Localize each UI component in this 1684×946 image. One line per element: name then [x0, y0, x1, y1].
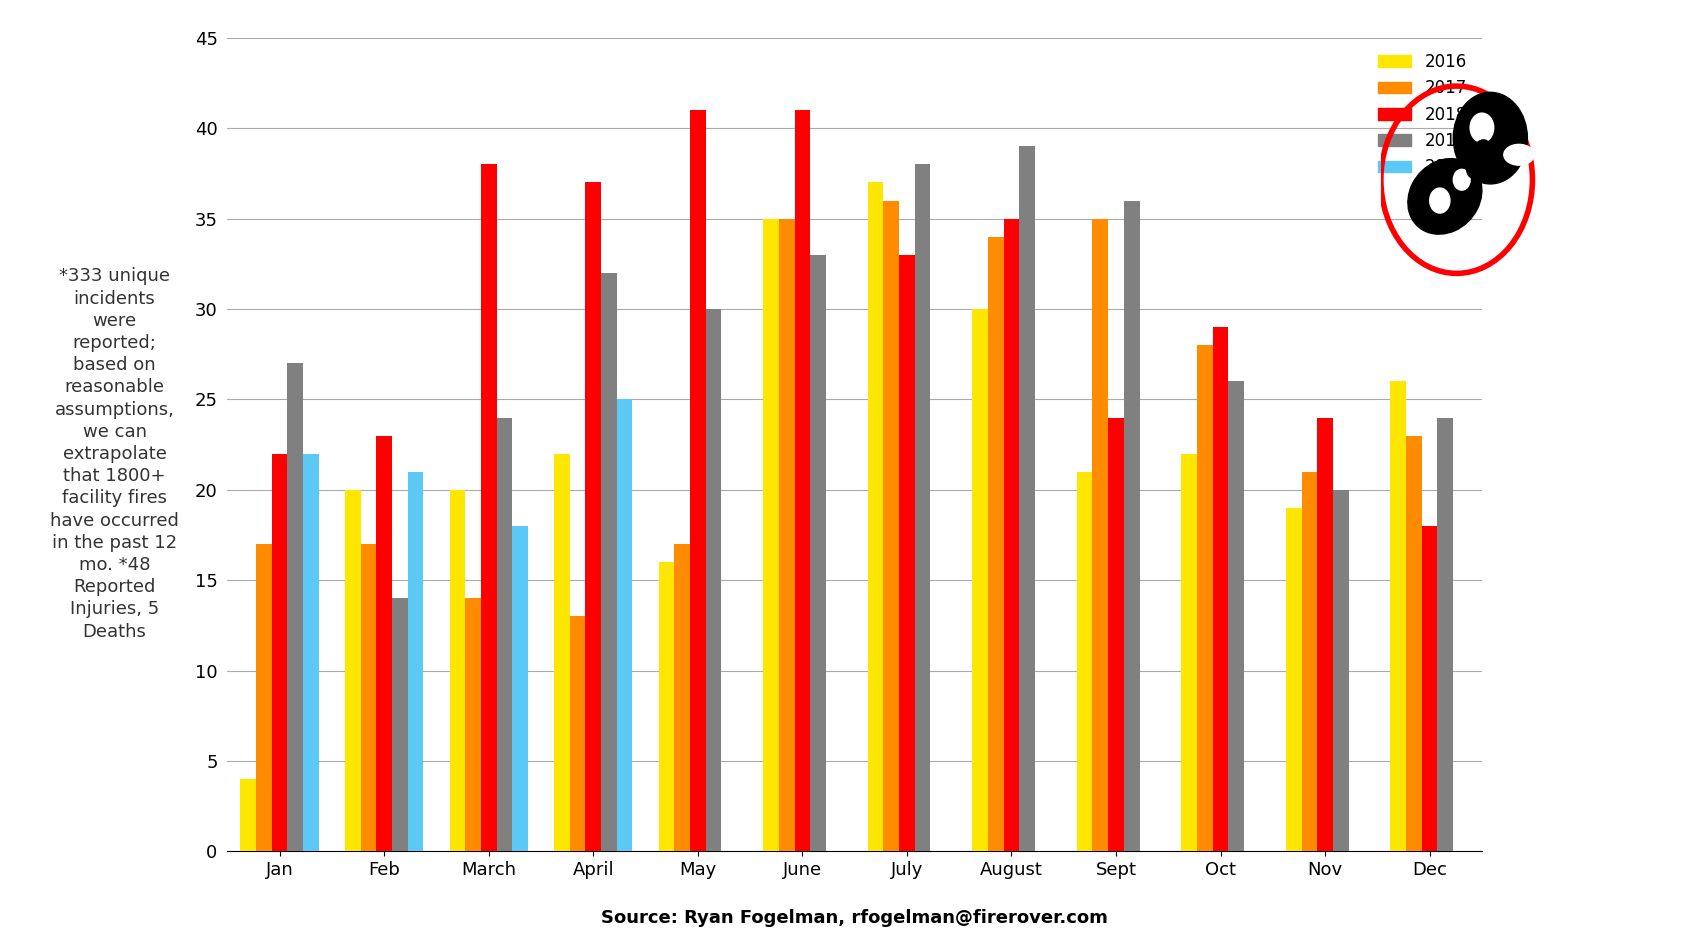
- Circle shape: [1470, 114, 1494, 142]
- Bar: [1302, 472, 1317, 851]
- Bar: [706, 309, 721, 851]
- Bar: [763, 219, 778, 851]
- Bar: [345, 490, 360, 851]
- Bar: [1391, 381, 1406, 851]
- Ellipse shape: [1408, 159, 1482, 235]
- Bar: [1019, 147, 1036, 851]
- Bar: [810, 254, 825, 851]
- Bar: [867, 183, 884, 851]
- Bar: [1182, 454, 1197, 851]
- Bar: [497, 417, 512, 851]
- Text: Source: Ryan Fogelman, rfogelman@firerover.com: Source: Ryan Fogelman, rfogelman@firerov…: [601, 909, 1108, 927]
- Bar: [1228, 381, 1244, 851]
- Bar: [303, 454, 318, 851]
- Ellipse shape: [1467, 140, 1490, 178]
- Bar: [1421, 526, 1438, 851]
- Bar: [616, 399, 633, 851]
- Bar: [1093, 219, 1108, 851]
- Bar: [690, 110, 706, 851]
- Bar: [1197, 345, 1212, 851]
- Bar: [884, 201, 899, 851]
- Text: *333 unique
incidents
were
reported;
based on
reasonable
assumptions,
we can
ext: *333 unique incidents were reported; bas…: [51, 268, 179, 640]
- Bar: [408, 472, 423, 851]
- Bar: [360, 544, 376, 851]
- Bar: [1334, 490, 1349, 851]
- Bar: [1212, 327, 1228, 851]
- Bar: [1108, 417, 1123, 851]
- Bar: [1076, 472, 1093, 851]
- Circle shape: [1430, 188, 1450, 213]
- Bar: [795, 110, 810, 851]
- Bar: [1004, 219, 1019, 851]
- Bar: [1287, 508, 1302, 851]
- Bar: [392, 598, 408, 851]
- Bar: [972, 309, 989, 851]
- Circle shape: [1453, 93, 1527, 184]
- Bar: [658, 562, 674, 851]
- Bar: [256, 544, 271, 851]
- Bar: [1406, 435, 1421, 851]
- Bar: [569, 617, 586, 851]
- Bar: [586, 183, 601, 851]
- Bar: [778, 219, 795, 851]
- Bar: [450, 490, 465, 851]
- Bar: [376, 435, 392, 851]
- Bar: [1123, 201, 1140, 851]
- Bar: [271, 454, 288, 851]
- Bar: [914, 165, 931, 851]
- Bar: [601, 272, 616, 851]
- Bar: [482, 165, 497, 851]
- Ellipse shape: [1504, 145, 1534, 166]
- Bar: [554, 454, 569, 851]
- Bar: [465, 598, 482, 851]
- Bar: [1438, 417, 1453, 851]
- Bar: [1317, 417, 1334, 851]
- Legend: 2016, 2017, 2018, 2019, 2020: 2016, 2017, 2018, 2019, 2020: [1371, 46, 1474, 183]
- Bar: [512, 526, 527, 851]
- Circle shape: [1453, 169, 1470, 190]
- Bar: [241, 780, 256, 851]
- Bar: [674, 544, 690, 851]
- Bar: [288, 363, 303, 851]
- Bar: [899, 254, 914, 851]
- Bar: [989, 236, 1004, 851]
